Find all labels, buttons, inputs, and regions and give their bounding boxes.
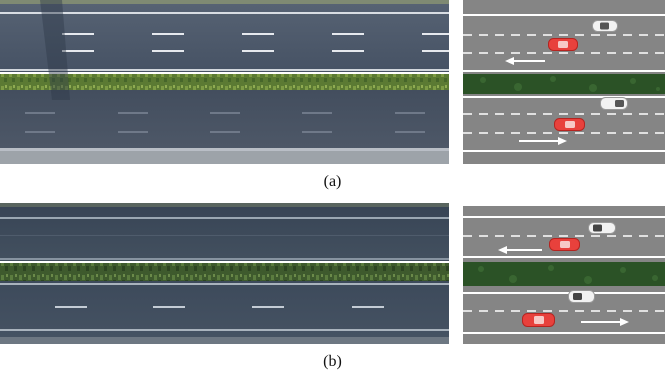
panel-b: (b) bbox=[0, 200, 665, 379]
caption-a: (a) bbox=[323, 173, 342, 190]
panel-a: (a) bbox=[0, 0, 665, 190]
road-photo-icon bbox=[0, 0, 449, 164]
red-car-icon bbox=[548, 38, 578, 51]
aerial-photo-b bbox=[0, 203, 449, 344]
caption-b: (b) bbox=[323, 353, 342, 370]
right-arrow-icon bbox=[519, 137, 567, 145]
white-car-icon bbox=[592, 20, 618, 32]
red-car-icon bbox=[549, 238, 580, 251]
red-car-icon bbox=[554, 118, 585, 131]
red-car-icon bbox=[522, 313, 555, 327]
white-car-icon bbox=[588, 222, 616, 234]
road-photo-icon bbox=[0, 203, 449, 344]
simulation-view-a bbox=[463, 0, 665, 164]
aerial-photo-a bbox=[0, 0, 449, 164]
white-car-icon bbox=[600, 97, 628, 110]
white-car-icon bbox=[568, 290, 595, 303]
simulation-view-b bbox=[463, 206, 665, 344]
left-arrow-icon bbox=[498, 246, 542, 254]
right-arrow-icon bbox=[581, 318, 629, 326]
left-arrow-icon bbox=[505, 57, 545, 65]
